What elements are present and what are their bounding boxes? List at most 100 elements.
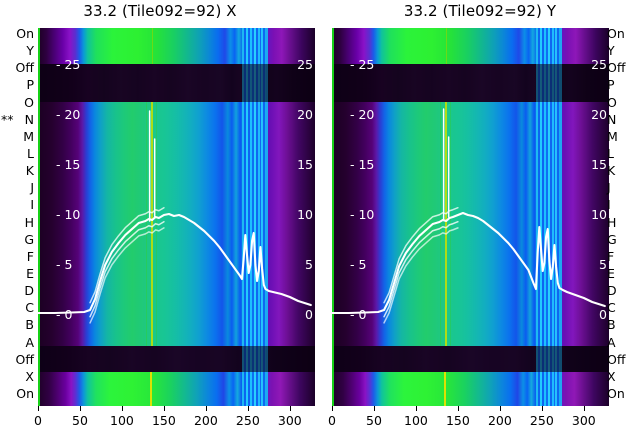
vertical-stripe-4 bbox=[249, 28, 254, 406]
vertical-stripe-2 bbox=[246, 28, 251, 406]
vertical-stripe-12 bbox=[265, 28, 269, 406]
vertical-stripe-1 bbox=[538, 28, 541, 406]
vertical-stripe-8 bbox=[257, 28, 262, 406]
category-tick-o-4: O bbox=[24, 94, 34, 110]
heatmap-plot-x[interactable]: - 0 - 5 - 10 - 15 - 20 - 25 0 5 10 15 20 25 bbox=[38, 28, 315, 406]
ytick-label-10: - 10 bbox=[350, 207, 375, 222]
ytick-label-0: - 0 bbox=[56, 307, 73, 322]
category-tick-a-18: A bbox=[25, 334, 34, 350]
white-trace-x bbox=[38, 110, 312, 324]
x-tick-mark-200 bbox=[205, 406, 207, 411]
vertical-stripe-0 bbox=[536, 28, 541, 406]
stripe-cluster-y bbox=[332, 28, 609, 406]
x-tick-label-50: 50 bbox=[72, 413, 88, 428]
ytick-label-15: - 15 bbox=[56, 157, 81, 172]
x-tick-mark-300 bbox=[583, 406, 585, 411]
category-tick-y-1: Y bbox=[26, 43, 34, 59]
x-tick-label-150: 150 bbox=[151, 413, 176, 428]
category-tick-d-15: D bbox=[24, 283, 34, 299]
trace-echo-1 bbox=[383, 206, 459, 304]
category-tick-n-5: N bbox=[24, 111, 34, 127]
vertical-stripe-7 bbox=[255, 28, 259, 406]
category-tick-off-19: Off bbox=[607, 351, 626, 367]
x-tick-label-300: 300 bbox=[277, 413, 302, 428]
ytick-label-0: - 0 bbox=[350, 307, 367, 322]
category-tick-b-17: B bbox=[25, 317, 34, 333]
x-tick-label-250: 250 bbox=[529, 413, 554, 428]
ytick-label-15: 15 bbox=[591, 157, 607, 172]
category-tick-c-16: C bbox=[25, 300, 34, 316]
vertical-stripe-9 bbox=[259, 28, 263, 406]
category-tick-a-18: A bbox=[607, 334, 616, 350]
band-top bbox=[332, 28, 609, 64]
vertical-stripe-5 bbox=[546, 28, 550, 406]
x-tick-mark-0 bbox=[38, 406, 39, 411]
color-streak-2 bbox=[446, 28, 448, 64]
ytick-label-25: - 25 bbox=[350, 57, 375, 72]
category-tick-e-14: E bbox=[26, 266, 34, 281]
green-edge-line-x bbox=[38, 28, 40, 406]
separator-dim-overlay-0 bbox=[38, 64, 315, 102]
vertical-stripe-3 bbox=[248, 28, 251, 406]
trace-echo-1 bbox=[89, 206, 165, 304]
category-tick-g-12: G bbox=[607, 231, 617, 247]
ytick-label-5: - 5 bbox=[56, 257, 73, 272]
band-main bbox=[332, 102, 609, 346]
x-tick-label-100: 100 bbox=[404, 413, 428, 428]
ytick-label-0: 0 bbox=[599, 307, 607, 322]
color-streak-1 bbox=[444, 372, 446, 406]
category-tick-l-7: L bbox=[27, 146, 34, 161]
x-axis-right: 0 50 100 150 200 250 300 bbox=[328, 406, 609, 440]
vertical-stripe-11 bbox=[263, 28, 266, 406]
ytick-label-20: 20 bbox=[591, 107, 607, 122]
separator-dim-overlay-1 bbox=[38, 346, 315, 372]
category-tick-e-14: E bbox=[607, 266, 615, 281]
ytick-label-5: 5 bbox=[599, 257, 607, 272]
x-axis-left: 0 50 100 150 200 250 300 bbox=[34, 406, 315, 440]
x-tick-label-300: 300 bbox=[571, 413, 596, 428]
vertical-stripe-4 bbox=[543, 28, 548, 406]
category-axis-left: On Y Off P O N ** M L K J I H G F E D C B A Off X On bbox=[0, 26, 36, 406]
color-streak-1 bbox=[150, 372, 152, 406]
x-tick-label-200: 200 bbox=[487, 413, 512, 428]
category-tick-off-19: Off bbox=[15, 351, 34, 367]
color-streak-3 bbox=[146, 102, 148, 346]
band-main bbox=[38, 102, 315, 346]
separator-dim-overlay-1 bbox=[332, 346, 609, 372]
ytick-label-20: 20 bbox=[297, 107, 313, 122]
vertical-stripe-3 bbox=[542, 28, 545, 406]
x-tick-mark-250 bbox=[541, 406, 543, 411]
x-tick-label-200: 200 bbox=[193, 413, 218, 428]
ytick-label-10: 10 bbox=[591, 207, 607, 222]
trace-echo-0 bbox=[89, 220, 165, 318]
x-tick-mark-150 bbox=[457, 406, 459, 411]
vertical-stripe-1 bbox=[244, 28, 247, 406]
vertical-stripe-5 bbox=[252, 28, 256, 406]
separator-dim-overlay-0 bbox=[332, 64, 609, 102]
category-tick-b-17: B bbox=[607, 317, 616, 333]
category-tick-d-15: D bbox=[607, 283, 617, 299]
category-tick-k-8: K bbox=[25, 163, 34, 179]
trace-echo-2 bbox=[89, 227, 165, 324]
x-tick-label-100: 100 bbox=[110, 413, 134, 428]
x-tick-mark-250 bbox=[247, 406, 249, 411]
ytick-label-20: - 20 bbox=[350, 107, 375, 122]
band-bottom bbox=[38, 372, 315, 406]
category-tick-j-9: J bbox=[30, 180, 34, 196]
x-tick-label-150: 150 bbox=[445, 413, 470, 428]
vertical-stripe-8 bbox=[551, 28, 556, 406]
category-tick-o-4: O bbox=[607, 94, 617, 110]
color-streak-0 bbox=[445, 102, 447, 346]
category-tick-i-10: I bbox=[30, 197, 34, 213]
x-tick-mark-300 bbox=[289, 406, 291, 411]
green-edge-line-y bbox=[332, 28, 334, 406]
ytick-label-0: 0 bbox=[305, 307, 313, 322]
x-tick-mark-0 bbox=[332, 406, 333, 411]
category-tick-m-6: M bbox=[607, 128, 618, 144]
x-tick-mark-100 bbox=[415, 406, 417, 411]
x-tick-label-0: 0 bbox=[328, 413, 336, 428]
ytick-label-15: 15 bbox=[297, 157, 313, 172]
category-tick-f-13: F bbox=[607, 248, 615, 264]
heatmap-plot-y[interactable]: - 0 - 5 - 10 - 15 - 20 - 25 0 5 10 15 20 25 bbox=[332, 28, 609, 406]
